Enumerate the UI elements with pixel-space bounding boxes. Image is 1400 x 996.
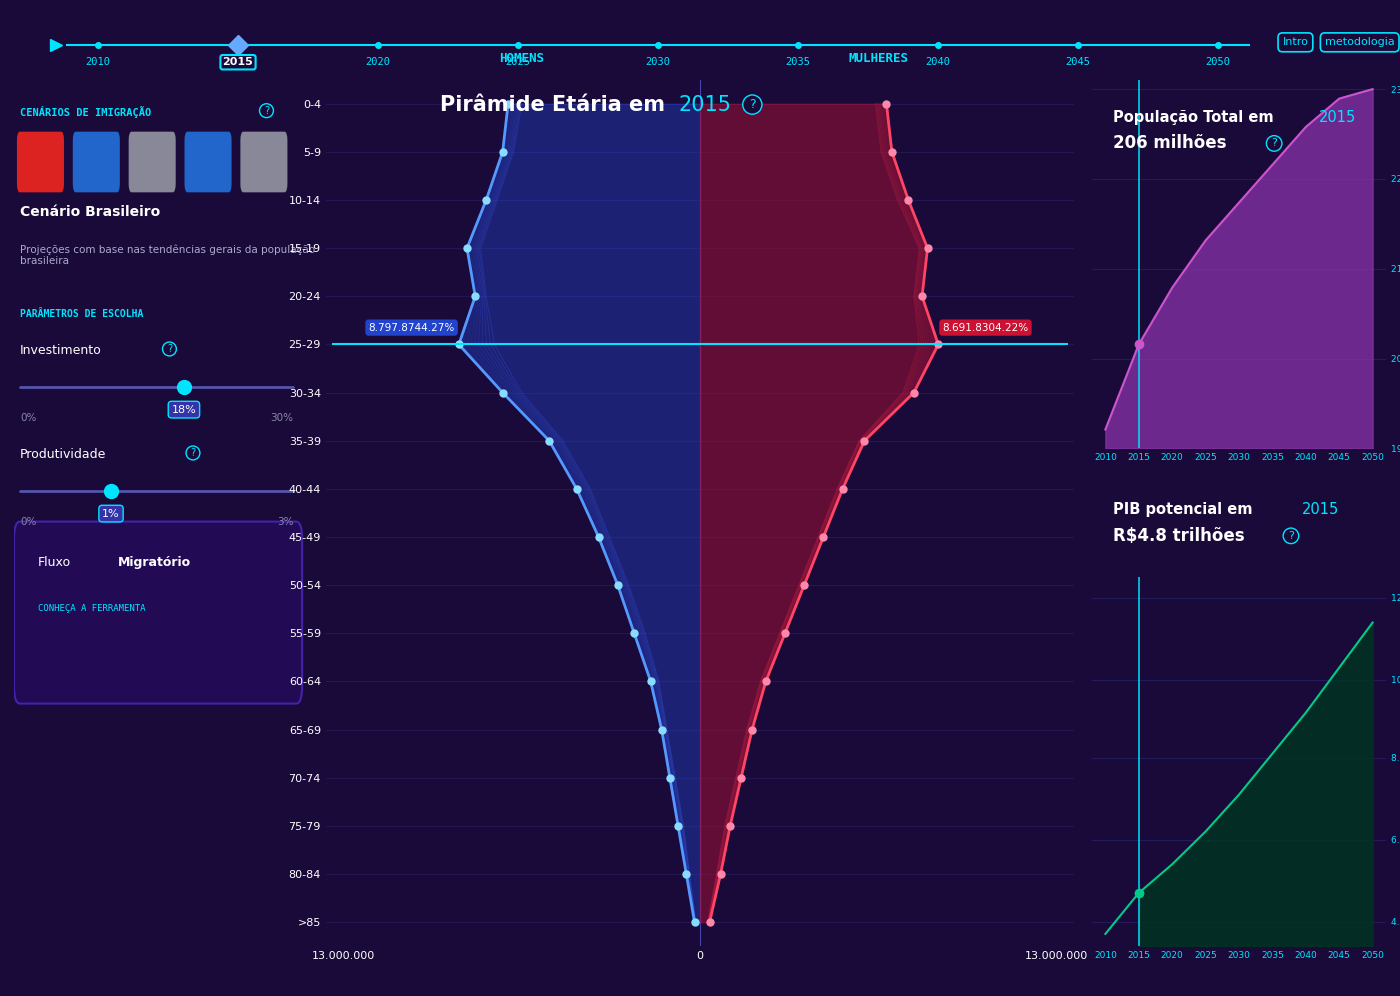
Text: Migratório: Migratório bbox=[119, 556, 192, 570]
Text: Pirâmide Etária em: Pirâmide Etária em bbox=[440, 95, 672, 115]
Text: ?: ? bbox=[1271, 138, 1277, 148]
FancyBboxPatch shape bbox=[17, 131, 64, 192]
Text: ?: ? bbox=[1288, 531, 1294, 541]
Text: 2025: 2025 bbox=[505, 57, 531, 67]
Text: 18%: 18% bbox=[172, 404, 196, 414]
Text: CENÁRIOS DE IMIGRAÇÃO: CENÁRIOS DE IMIGRAÇÃO bbox=[20, 106, 151, 118]
Text: Projeções com base nas tendências gerais da população
brasileira: Projeções com base nas tendências gerais… bbox=[20, 244, 315, 266]
Text: 2040: 2040 bbox=[925, 57, 951, 67]
Text: 206 milhões: 206 milhões bbox=[1113, 134, 1232, 152]
FancyBboxPatch shape bbox=[73, 131, 120, 192]
FancyBboxPatch shape bbox=[129, 131, 176, 192]
Text: ?: ? bbox=[265, 106, 269, 116]
Text: 2015: 2015 bbox=[679, 95, 732, 115]
Text: 0%: 0% bbox=[20, 517, 36, 527]
Text: 3%: 3% bbox=[277, 517, 294, 527]
Text: Cenário Brasileiro: Cenário Brasileiro bbox=[20, 205, 160, 219]
Text: 8.691.8304.22%: 8.691.8304.22% bbox=[942, 323, 1029, 333]
Text: 2035: 2035 bbox=[785, 57, 811, 67]
Text: HOMENS: HOMENS bbox=[500, 52, 545, 66]
Text: PIB potencial em: PIB potencial em bbox=[1113, 502, 1257, 518]
Text: 2020: 2020 bbox=[365, 57, 391, 67]
Text: 8.797.8744.27%: 8.797.8744.27% bbox=[368, 323, 455, 333]
Text: 1%: 1% bbox=[102, 509, 120, 519]
FancyBboxPatch shape bbox=[185, 131, 231, 192]
Text: CONHEÇA A FERRAMENTA: CONHEÇA A FERRAMENTA bbox=[38, 604, 146, 613]
Text: R$4.8 trilhões: R$4.8 trilhões bbox=[1113, 527, 1250, 545]
Text: PARÂMETROS DE ESCOLHA: PARÂMETROS DE ESCOLHA bbox=[20, 310, 143, 320]
Text: metodologia: metodologia bbox=[1324, 37, 1394, 48]
Text: Produtividade: Produtividade bbox=[20, 448, 106, 461]
FancyBboxPatch shape bbox=[241, 131, 287, 192]
Text: 2015: 2015 bbox=[223, 57, 253, 67]
Text: ?: ? bbox=[190, 448, 196, 458]
Text: ?: ? bbox=[749, 98, 756, 112]
Text: 2010: 2010 bbox=[85, 57, 111, 67]
Text: 2045: 2045 bbox=[1065, 57, 1091, 67]
Text: MULHERES: MULHERES bbox=[848, 52, 909, 66]
Text: 30%: 30% bbox=[270, 413, 294, 423]
Text: 2015: 2015 bbox=[1302, 502, 1340, 518]
Text: 2050: 2050 bbox=[1205, 57, 1231, 67]
Text: Intro: Intro bbox=[1282, 37, 1309, 48]
Text: 0%: 0% bbox=[20, 413, 36, 423]
Text: 2015: 2015 bbox=[1319, 110, 1357, 125]
Text: 2015: 2015 bbox=[225, 57, 251, 67]
Text: População Total em: População Total em bbox=[1113, 110, 1278, 125]
FancyBboxPatch shape bbox=[14, 522, 302, 703]
Text: Fluxo: Fluxo bbox=[38, 556, 70, 570]
Text: ?: ? bbox=[167, 344, 172, 354]
Text: 2030: 2030 bbox=[645, 57, 671, 67]
Text: Investimento: Investimento bbox=[20, 344, 102, 357]
